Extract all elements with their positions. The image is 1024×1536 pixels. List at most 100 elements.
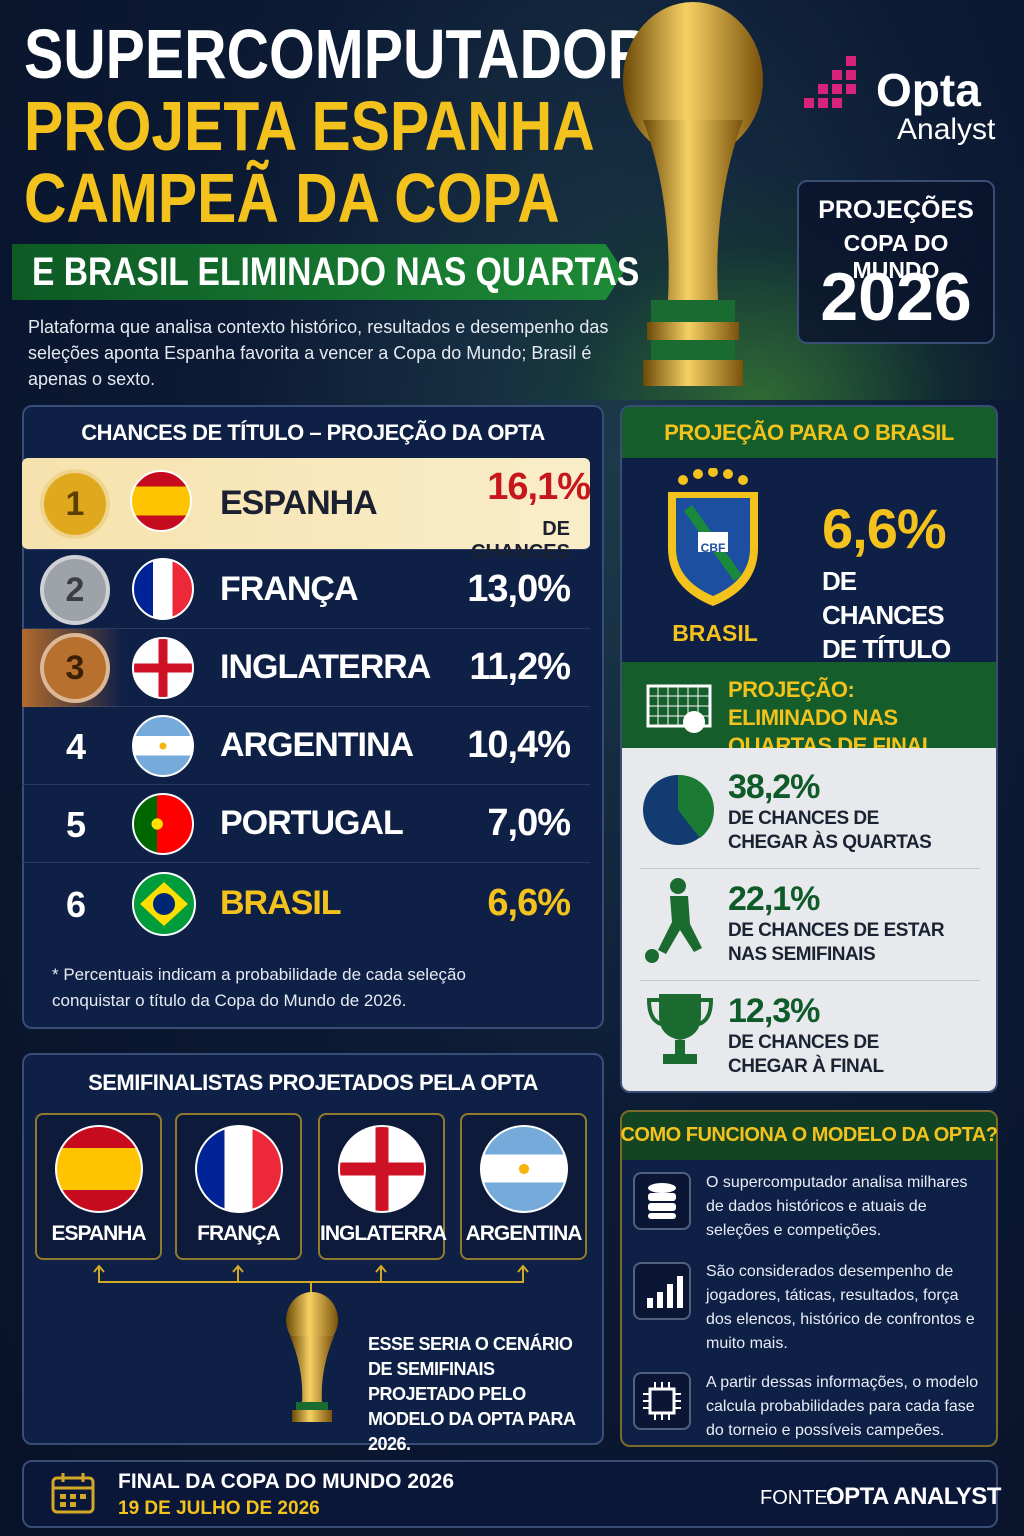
decoration <box>708 468 718 477</box>
team: ESPANHA <box>220 484 378 522</box>
decoration <box>678 475 688 485</box>
decoration <box>70 1502 76 1507</box>
decoration <box>647 1276 683 1308</box>
team-name: ARGENTINA <box>465 1222 583 1245</box>
decoration <box>648 1203 676 1211</box>
goal-icon <box>646 684 712 733</box>
team-card: INGLATERRA <box>318 1113 447 1260</box>
decoration <box>645 949 659 963</box>
decoration <box>647 1298 653 1308</box>
opta-logo-mark <box>804 56 856 108</box>
semifinal-note: ESSE SERIA O CENÁRIO DE SEMIFINAIS PROJE… <box>368 1334 575 1454</box>
stage-label: DE CHANCES DE CHEGAR À FINAL <box>728 1032 884 1077</box>
flag-argentina <box>132 715 194 777</box>
decoration <box>70 1494 76 1499</box>
rank: 5 <box>65 804 87 845</box>
team: ARGENTINA <box>220 726 414 764</box>
decoration <box>663 1054 697 1064</box>
decoration <box>651 300 735 322</box>
team-card: FRANÇA <box>175 1113 302 1260</box>
decoration <box>648 1213 676 1219</box>
decoration <box>683 711 705 733</box>
decoration <box>678 468 748 485</box>
team-card: ARGENTINA <box>460 1113 587 1260</box>
rank: 6 <box>65 884 87 925</box>
decoration <box>846 56 856 66</box>
decoration <box>51 1476 95 1514</box>
team-name: FRANÇA <box>197 1222 281 1245</box>
decoration <box>292 1410 332 1422</box>
decoration <box>657 1292 663 1308</box>
chance: 13,0% <box>467 568 571 610</box>
badge-year: 2026 <box>820 259 972 335</box>
stage: 38,2% DE CHANCES DE CHEGAR ÀS QUARTAS <box>728 768 958 855</box>
decoration <box>290 1336 334 1402</box>
banner <box>12 244 624 300</box>
footer-date: 19 DE JULHO DE 2026 <box>118 1498 320 1519</box>
source: OPTA ANALYST <box>826 1483 1001 1510</box>
flag-argentina <box>480 1125 568 1213</box>
ranking-title: CHANCES DE TÍTULO – PROJEÇÃO DA OPTA <box>81 420 545 445</box>
decoration <box>698 532 728 552</box>
decoration <box>659 994 701 1064</box>
stage-label: DE CHANCES DE CHEGAR ÀS QUARTAS <box>728 808 932 853</box>
decoration <box>645 878 702 963</box>
decoration <box>693 469 703 479</box>
chart-icon <box>633 1262 691 1320</box>
flag-spain <box>55 1125 143 1213</box>
rank-row <box>22 707 590 785</box>
decoration <box>648 1183 676 1193</box>
elimination: PROJEÇÃO: ELIMINADO NAS QUARTAS DE FINAL <box>728 677 935 758</box>
decoration <box>659 994 701 1040</box>
model-title-bar <box>622 1112 996 1160</box>
medal: 2 <box>40 555 110 625</box>
decoration <box>93 1264 529 1273</box>
decoration <box>286 1292 338 1348</box>
decoration <box>651 340 735 360</box>
rank-row <box>22 550 590 629</box>
database-glyph <box>648 1183 676 1219</box>
decoration <box>648 686 710 726</box>
decoration <box>623 2 763 158</box>
brazil-name: BRASIL <box>672 620 758 646</box>
logo-name: Opta <box>876 64 981 116</box>
decoration <box>818 84 828 94</box>
footer-event: FINAL DA COPA DO MUNDO 2026 <box>118 1470 455 1493</box>
decoration <box>846 70 856 80</box>
stage-divider <box>640 868 980 869</box>
medal: 3 <box>40 633 110 703</box>
decoration <box>832 70 842 80</box>
decoration <box>646 998 714 1026</box>
chance: 6,6% <box>487 882 571 924</box>
decoration <box>648 1183 676 1219</box>
stage-label: DE CHANCES DE ESTAR NAS SEMIFINAIS <box>728 920 945 965</box>
brazil-chance-label: DE CHANCES DE TÍTULO <box>822 566 951 664</box>
stage-chance: 22,1% <box>728 880 820 918</box>
brazil-title-bar <box>622 407 996 458</box>
intro: Plataforma que analisa contexto históric… <box>28 317 609 389</box>
calendar-icon <box>51 1473 95 1514</box>
trophy <box>623 2 763 386</box>
decoration <box>648 1193 676 1201</box>
team: PORTUGAL <box>220 804 404 842</box>
chart-glyph <box>647 1276 683 1308</box>
rank: 4 <box>65 726 87 767</box>
stage: 12,3% DE CHANCES DE CHEGAR À FINAL <box>728 992 958 1079</box>
decoration <box>832 84 842 94</box>
team: INGLATERRA <box>220 648 431 686</box>
flag-portugal <box>132 793 194 855</box>
stage: 22,1% DE CHANCES DE ESTAR NAS SEMIFINAIS <box>728 880 958 967</box>
model-step: São considerados desempenho de jogadores… <box>706 1263 975 1352</box>
model-step: O supercomputador analisa milhares de da… <box>706 1174 968 1239</box>
badge-line: COPA DO MUNDO <box>843 230 949 283</box>
decoration <box>677 1276 683 1308</box>
chance: 16,1% <box>487 466 591 508</box>
chance: 10,4% <box>467 724 571 766</box>
team-name: INGLATERRA <box>320 1222 447 1245</box>
stage-chance: 38,2% <box>728 768 820 806</box>
connector <box>93 1264 529 1302</box>
database-icon <box>633 1172 691 1230</box>
decoration <box>804 56 856 108</box>
